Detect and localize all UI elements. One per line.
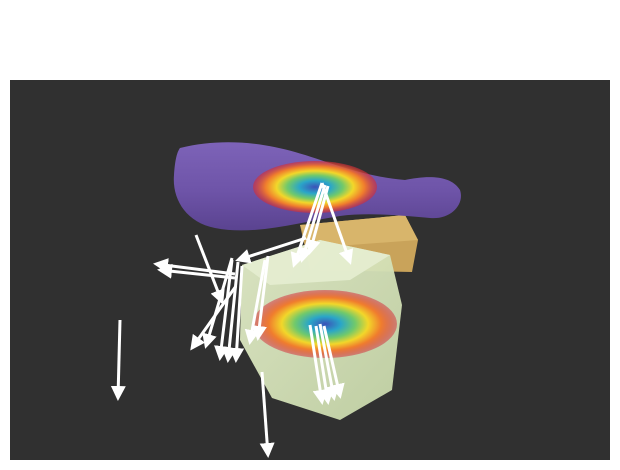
bottle-object xyxy=(173,142,461,231)
cube-heatmap xyxy=(253,290,397,358)
3d-viewport[interactable] xyxy=(10,80,610,460)
bottle-heatmap xyxy=(253,161,377,213)
scene-render xyxy=(110,142,461,458)
vector-arrows xyxy=(110,182,354,458)
